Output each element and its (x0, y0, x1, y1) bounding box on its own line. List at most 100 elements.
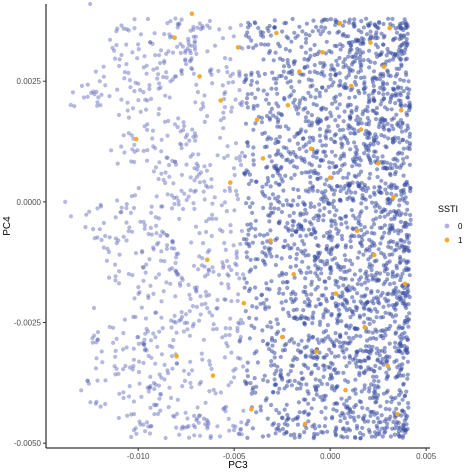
series-0-point (142, 337, 147, 342)
series-0-point (393, 36, 398, 41)
series-0-point (309, 113, 314, 118)
series-0-point (188, 175, 193, 180)
series-0-point (170, 158, 175, 163)
series-0-point (180, 314, 185, 319)
series-0-point (141, 90, 146, 95)
series-0-point (380, 434, 385, 439)
series-0-point (297, 268, 302, 273)
series-0-point (237, 339, 242, 344)
series-0-point (321, 61, 326, 66)
series-0-point (295, 246, 300, 251)
series-0-point (341, 119, 346, 124)
series-0-point (159, 375, 164, 380)
series-0-point (255, 70, 260, 75)
series-0-point (238, 241, 243, 247)
series-0-point (266, 28, 271, 34)
series-0-point (302, 320, 307, 326)
series-0-point (93, 69, 98, 74)
series-0-point (371, 368, 376, 373)
series-0-point (192, 425, 198, 430)
series-0-point (87, 209, 92, 214)
series-0-point (328, 72, 333, 77)
series-0-point (222, 96, 227, 102)
series-0-point (222, 155, 227, 160)
series-0-point (204, 293, 209, 298)
series-0-point (234, 188, 239, 194)
series-0-point (203, 289, 208, 294)
series-0-point (289, 203, 294, 208)
series-0-point (282, 407, 287, 412)
series-0-point (202, 164, 207, 169)
series-0-point (253, 218, 258, 223)
series-0-point (385, 121, 390, 126)
series-0-point (177, 281, 182, 286)
series-0-point (334, 58, 339, 64)
series-0-point (317, 94, 322, 99)
series-0-point (212, 195, 217, 200)
series-0-point (358, 436, 363, 441)
series-0-point (298, 155, 303, 160)
series-0-point (243, 121, 249, 126)
series-1-point (327, 175, 333, 180)
series-0-point (329, 67, 334, 72)
series-0-point (141, 265, 146, 270)
series-0-point (286, 70, 291, 75)
series-0-point (181, 206, 186, 212)
series-0-point (407, 100, 412, 105)
series-0-point (405, 31, 410, 36)
series-0-point (161, 177, 166, 182)
series-0-point (373, 42, 378, 47)
series-0-point (364, 32, 370, 37)
series-0-point (388, 239, 393, 244)
series-0-point (279, 209, 284, 215)
series-0-point (372, 259, 377, 264)
series-0-point (303, 218, 308, 223)
series-0-point (309, 292, 314, 297)
series-0-point (314, 155, 319, 160)
series-0-point (170, 344, 175, 350)
series-0-point (180, 44, 185, 49)
series-0-point (272, 355, 277, 360)
series-0-point (265, 92, 270, 97)
series-0-point (276, 182, 282, 187)
series-0-point (319, 293, 324, 298)
series-0-point (365, 273, 370, 278)
series-0-point (342, 402, 347, 407)
series-0-point (154, 66, 160, 71)
series-0-point (321, 374, 326, 379)
series-0-point (339, 154, 344, 159)
series-0-point (247, 244, 252, 249)
series-0-point (116, 281, 122, 286)
series-0-point (315, 355, 320, 360)
series-0-point (388, 100, 393, 105)
series-0-point (374, 105, 380, 111)
series-0-point (295, 187, 301, 193)
series-0-point (402, 409, 407, 414)
series-0-point (153, 165, 159, 170)
series-0-point (312, 42, 317, 48)
series-0-point (402, 198, 407, 203)
series-0-point (376, 90, 381, 95)
series-0-point (234, 255, 239, 260)
series-0-point (346, 183, 351, 188)
series-0-point (193, 100, 198, 105)
series-0-point (151, 144, 156, 149)
series-0-point (152, 386, 157, 392)
series-0-point (370, 344, 375, 349)
series-0-point (388, 434, 393, 439)
series-0-point (120, 347, 126, 352)
series-0-point (209, 233, 214, 239)
series-0-point (157, 372, 162, 377)
series-0-point (141, 219, 146, 224)
series-0-point (363, 197, 368, 202)
series-0-point (189, 240, 194, 245)
series-0-point (248, 82, 254, 87)
series-0-point (95, 206, 100, 211)
series-0-point (204, 219, 209, 224)
series-1-point (372, 252, 377, 258)
series-0-point (206, 267, 211, 272)
series-0-point (394, 112, 399, 117)
series-0-point (329, 187, 334, 192)
series-0-point (244, 422, 249, 427)
series-0-point (381, 304, 386, 309)
